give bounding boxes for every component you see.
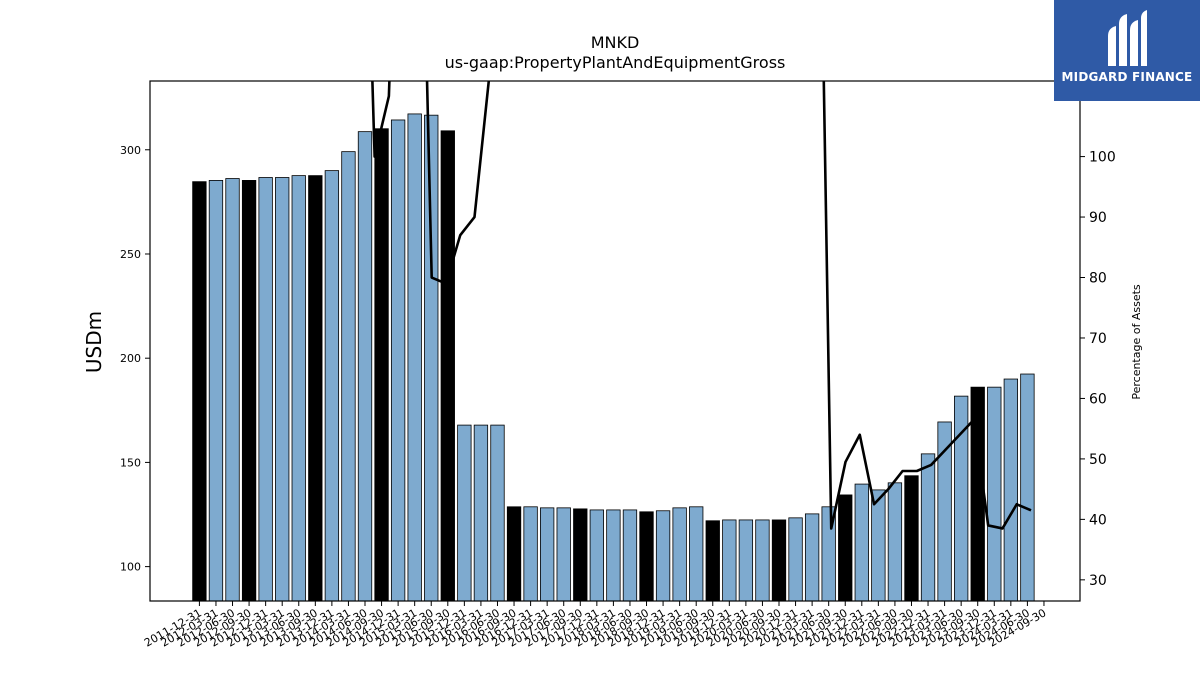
- y-tick-label: 250: [120, 248, 141, 261]
- bar-2014-03-31: [341, 151, 356, 601]
- y2-tick-label: 80: [1089, 271, 1107, 287]
- bar-2024-06-30: [1020, 373, 1035, 601]
- bar-2020-06-30: [755, 519, 770, 601]
- bar-2019-03-31: [672, 507, 687, 601]
- y2-tick-label: 40: [1089, 512, 1107, 528]
- y2-tick-label: 60: [1089, 391, 1107, 407]
- chart-title: MNKD: [591, 33, 640, 52]
- bar-2020-03-31: [738, 519, 754, 601]
- bar-2011-12-31: [192, 181, 207, 601]
- y-tick-label: 300: [120, 144, 141, 157]
- bar-2013-09-30: [308, 175, 323, 601]
- bar-2012-12-31: [258, 177, 273, 601]
- bar-2023-06-30: [954, 395, 969, 601]
- bar-2018-12-31: [655, 510, 671, 601]
- y-tick-label: 200: [120, 352, 141, 365]
- plot-frame: [149, 80, 1081, 602]
- brand-name: MIDGARD FINANCE: [1061, 70, 1193, 84]
- bar-2014-06-30: [357, 131, 373, 601]
- bar-2015-03-31: [407, 113, 422, 601]
- midgard-logo-icon: [1108, 10, 1147, 66]
- bar-2022-03-31: [871, 489, 886, 601]
- bar-2012-03-31: [208, 180, 224, 601]
- bar-2017-03-31: [540, 507, 555, 601]
- axes-group: 100150200250300304050607080901002011-12-…: [120, 80, 1116, 650]
- bar-2016-12-31: [523, 506, 538, 601]
- bar-2015-06-30: [424, 114, 439, 601]
- bar-2012-09-30: [241, 180, 257, 601]
- bar-2022-09-30: [904, 475, 919, 601]
- bar-2013-03-31: [275, 177, 290, 601]
- bar-2015-09-30: [440, 130, 455, 601]
- bar-2022-12-31: [920, 453, 936, 601]
- y2-axis-label: Percentage of Assets: [1130, 284, 1143, 400]
- bar-2023-03-31: [937, 421, 952, 601]
- bar-2012-06-30: [225, 178, 240, 601]
- bar-2013-12-31: [324, 170, 340, 601]
- bar-2019-09-30: [705, 520, 720, 601]
- y2-tick-label: 30: [1089, 573, 1107, 589]
- bar-2014-12-31: [390, 119, 406, 601]
- y2-tick-label: 70: [1089, 331, 1107, 347]
- bar-2022-06-30: [887, 482, 903, 601]
- bar-2021-12-31: [854, 483, 869, 601]
- bar-2021-09-30: [838, 494, 853, 601]
- bar-2018-06-30: [622, 509, 638, 601]
- bars-group: [192, 113, 1035, 601]
- bar-2017-09-30: [573, 508, 588, 601]
- bar-2016-09-30: [506, 506, 522, 601]
- bar-2019-06-30: [689, 506, 704, 601]
- bar-2023-12-31: [987, 386, 1002, 601]
- y2-tick-label: 50: [1089, 452, 1107, 468]
- bar-2018-09-30: [639, 511, 654, 601]
- bar-2016-03-31: [473, 424, 489, 601]
- y-tick-label: 100: [120, 561, 141, 574]
- bar-2017-12-31: [589, 509, 604, 601]
- bar-2014-09-30: [374, 128, 389, 601]
- percentage-of-assets-line: [371, 81, 1032, 530]
- y2-tick-label: 90: [1089, 210, 1107, 226]
- bar-2024-03-31: [1003, 378, 1018, 601]
- bar-2021-03-31: [804, 513, 820, 601]
- chart-subtitle: us-gaap:PropertyPlantAndEquipmentGross: [445, 53, 786, 72]
- line-group: [371, 81, 1032, 530]
- bar-2019-12-31: [722, 519, 737, 601]
- y-tick-label: 150: [120, 456, 141, 469]
- bar-2016-06-30: [490, 424, 505, 601]
- bar-2013-06-30: [291, 175, 306, 601]
- bar-2017-06-30: [556, 507, 571, 601]
- bar-2020-09-30: [771, 519, 787, 601]
- bar-2018-03-31: [606, 509, 621, 601]
- y2-tick-label: 100: [1089, 150, 1116, 166]
- brand-logo: MIDGARD FINANCE: [1054, 0, 1200, 101]
- y-axis-label: USDm: [82, 311, 106, 373]
- bar-2015-12-31: [457, 424, 472, 601]
- bar-2020-12-31: [788, 517, 803, 601]
